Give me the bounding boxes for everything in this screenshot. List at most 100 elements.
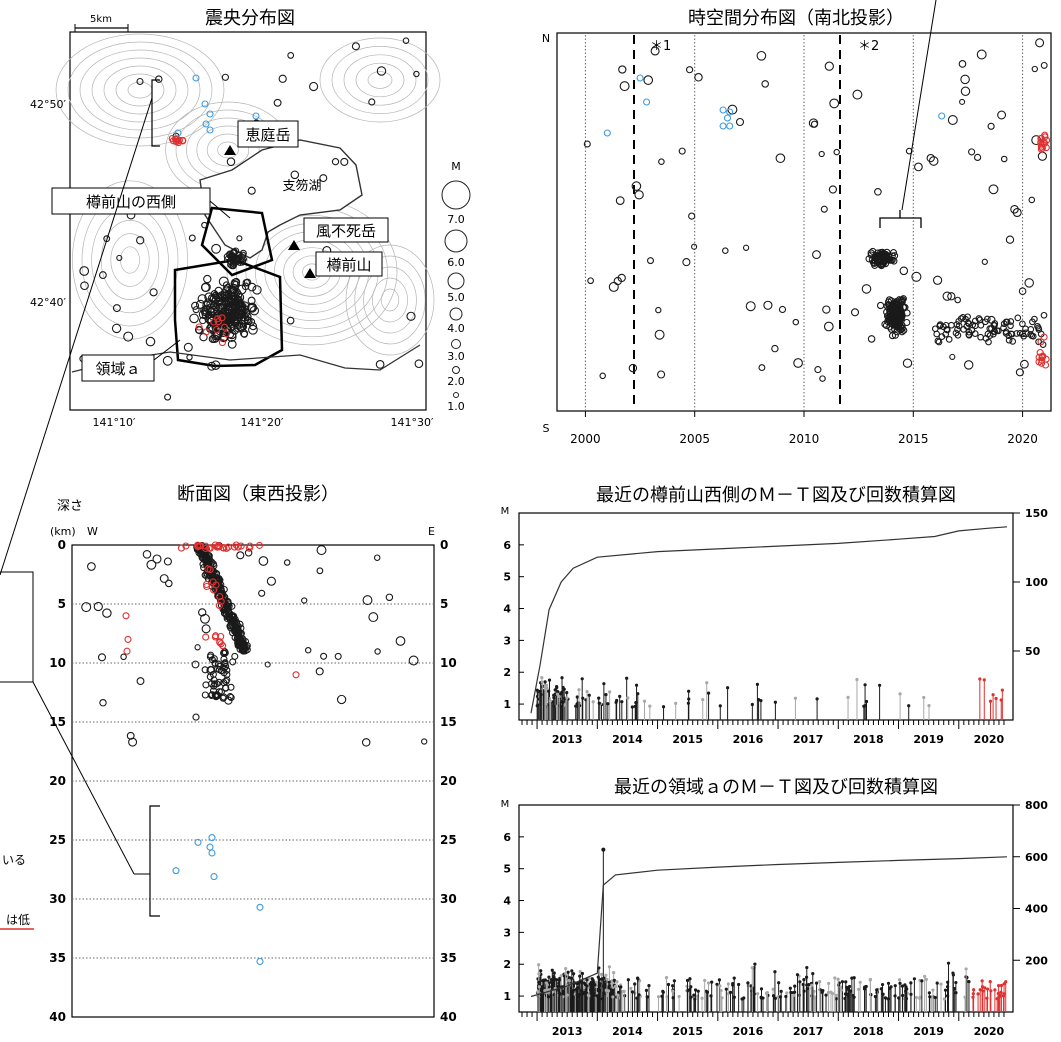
- epicenter-marker: [273, 98, 282, 107]
- mt-bar-head: [599, 972, 604, 976]
- contour-line: [100, 220, 160, 300]
- hypocenter-marker: [239, 646, 247, 654]
- mt-y-tick-label: 1: [503, 990, 511, 1003]
- hypocenter-marker: [163, 557, 172, 566]
- mt-bar-head: [567, 978, 571, 983]
- section-tick-label-right: 25: [440, 833, 457, 847]
- timespace-point-blue: [938, 112, 946, 120]
- section-panel: 断面図（東西投影） 深さ (km) W E 0 0 5 5 10 10 15 15 20 20 25…: [49, 484, 456, 1024]
- section-tick-label-left: 35: [49, 951, 66, 965]
- mt-bar-head: [597, 984, 601, 989]
- mt-bar-head: [564, 966, 568, 971]
- epicenter-marker: [252, 285, 262, 295]
- timespace-point: [949, 353, 956, 360]
- mt-bar-head: [864, 984, 868, 989]
- epicenter-marker: [228, 310, 237, 319]
- timespace-point: [911, 271, 922, 282]
- epicenter-marker: [226, 250, 234, 258]
- mt-bar-head: [740, 997, 744, 1001]
- mt-bar-head: [585, 689, 589, 694]
- mt-west-bars: [535, 676, 1004, 720]
- label-box-fuppushi: [303, 217, 389, 243]
- mt-bar-head: [593, 983, 597, 987]
- section-tick-label-left: 0: [58, 538, 66, 552]
- mt-bar-head: [749, 984, 753, 988]
- hypocenter-marker: [232, 621, 240, 629]
- timespace-point: [745, 301, 756, 312]
- mt-y-tick-label: 3: [503, 634, 511, 647]
- mt-bar-head: [556, 690, 560, 694]
- mt-bar-head: [615, 698, 619, 703]
- epicenter-marker: [247, 296, 256, 305]
- mt-bar-head: [595, 994, 599, 998]
- hypocenter-marker: [159, 574, 169, 583]
- timespace-point: [1028, 196, 1036, 204]
- legend-circle: [451, 339, 461, 349]
- mt-bar-head: [773, 700, 777, 704]
- mt-bar-head: [715, 982, 719, 986]
- timespace-point: [608, 281, 619, 292]
- timespace-point: [615, 196, 625, 205]
- hypocenter-marker: [408, 655, 419, 666]
- mt-bar-head: [939, 982, 943, 986]
- mt-bar-head: [802, 977, 806, 982]
- epicenter-marker: [226, 157, 236, 166]
- mt-bar-head: [927, 703, 931, 708]
- mt-bar-head: [785, 991, 789, 995]
- mt-bar-head: [795, 973, 800, 977]
- timespace-point: [793, 358, 803, 368]
- mt-bar-head: [897, 996, 901, 1000]
- mt-bar-head: [750, 966, 754, 970]
- timespace-point: [965, 331, 973, 338]
- mt-bar-head: [718, 704, 722, 708]
- mt-bar-head: [647, 983, 651, 988]
- epicenter-marker-red: [168, 134, 176, 143]
- mt-bar-head: [541, 986, 545, 990]
- hypocenter-marker-red: [211, 541, 219, 549]
- mt-bar-head: [620, 700, 624, 704]
- timespace-point: [893, 298, 901, 306]
- mt-bar-head: [789, 990, 793, 995]
- hypocenter-marker: [236, 551, 245, 560]
- label-eniwa: 恵庭岳: [245, 126, 290, 144]
- mt-bar-head: [982, 678, 986, 682]
- hypocenter-marker-blue: [194, 838, 202, 846]
- mt-bar-head: [597, 701, 601, 705]
- epicenter-marker: [164, 393, 172, 401]
- timespace-point: [1020, 359, 1029, 369]
- timespace-point: [1007, 322, 1014, 330]
- timespace-s-label: S: [543, 422, 550, 435]
- epicenter-marker: [222, 281, 231, 289]
- hypocenter-marker-red: [206, 544, 214, 552]
- contour-line: [345, 244, 435, 356]
- region-a-box: [173, 258, 284, 368]
- mt-y2-tick-label: 100: [1025, 576, 1048, 589]
- mt-bar-head: [851, 993, 855, 998]
- hypocenter-marker: [264, 661, 271, 668]
- epicenter-marker: [149, 288, 158, 297]
- contour-line: [217, 141, 239, 159]
- map-title: 震央分布図: [205, 8, 295, 29]
- mt-bar-head: [935, 981, 939, 985]
- timespace-point: [914, 162, 923, 172]
- timespace-point: [1040, 61, 1048, 69]
- mt-bar-head: [732, 995, 736, 999]
- epicenter-marker: [309, 81, 319, 92]
- mt-bar-head: [571, 972, 576, 976]
- section-frame: [71, 544, 435, 1018]
- mt-bar-head: [821, 988, 825, 993]
- mt-bar-head: [629, 986, 633, 990]
- mt-bar-head: [642, 699, 647, 703]
- mt-bar-head: [888, 986, 892, 990]
- mt-bar-head: [793, 696, 798, 700]
- epicenter-marker: [413, 70, 420, 78]
- leader-west-side: [209, 200, 231, 219]
- epicenter-marker: [414, 359, 424, 369]
- mt-bar-head: [612, 971, 616, 975]
- timespace-point: [878, 250, 886, 258]
- contour-line: [115, 73, 165, 107]
- legend-label: 7.0: [447, 213, 465, 226]
- timespace-point: [613, 276, 622, 286]
- mt-bar-head: [737, 982, 741, 987]
- timespace-point: [1035, 38, 1045, 48]
